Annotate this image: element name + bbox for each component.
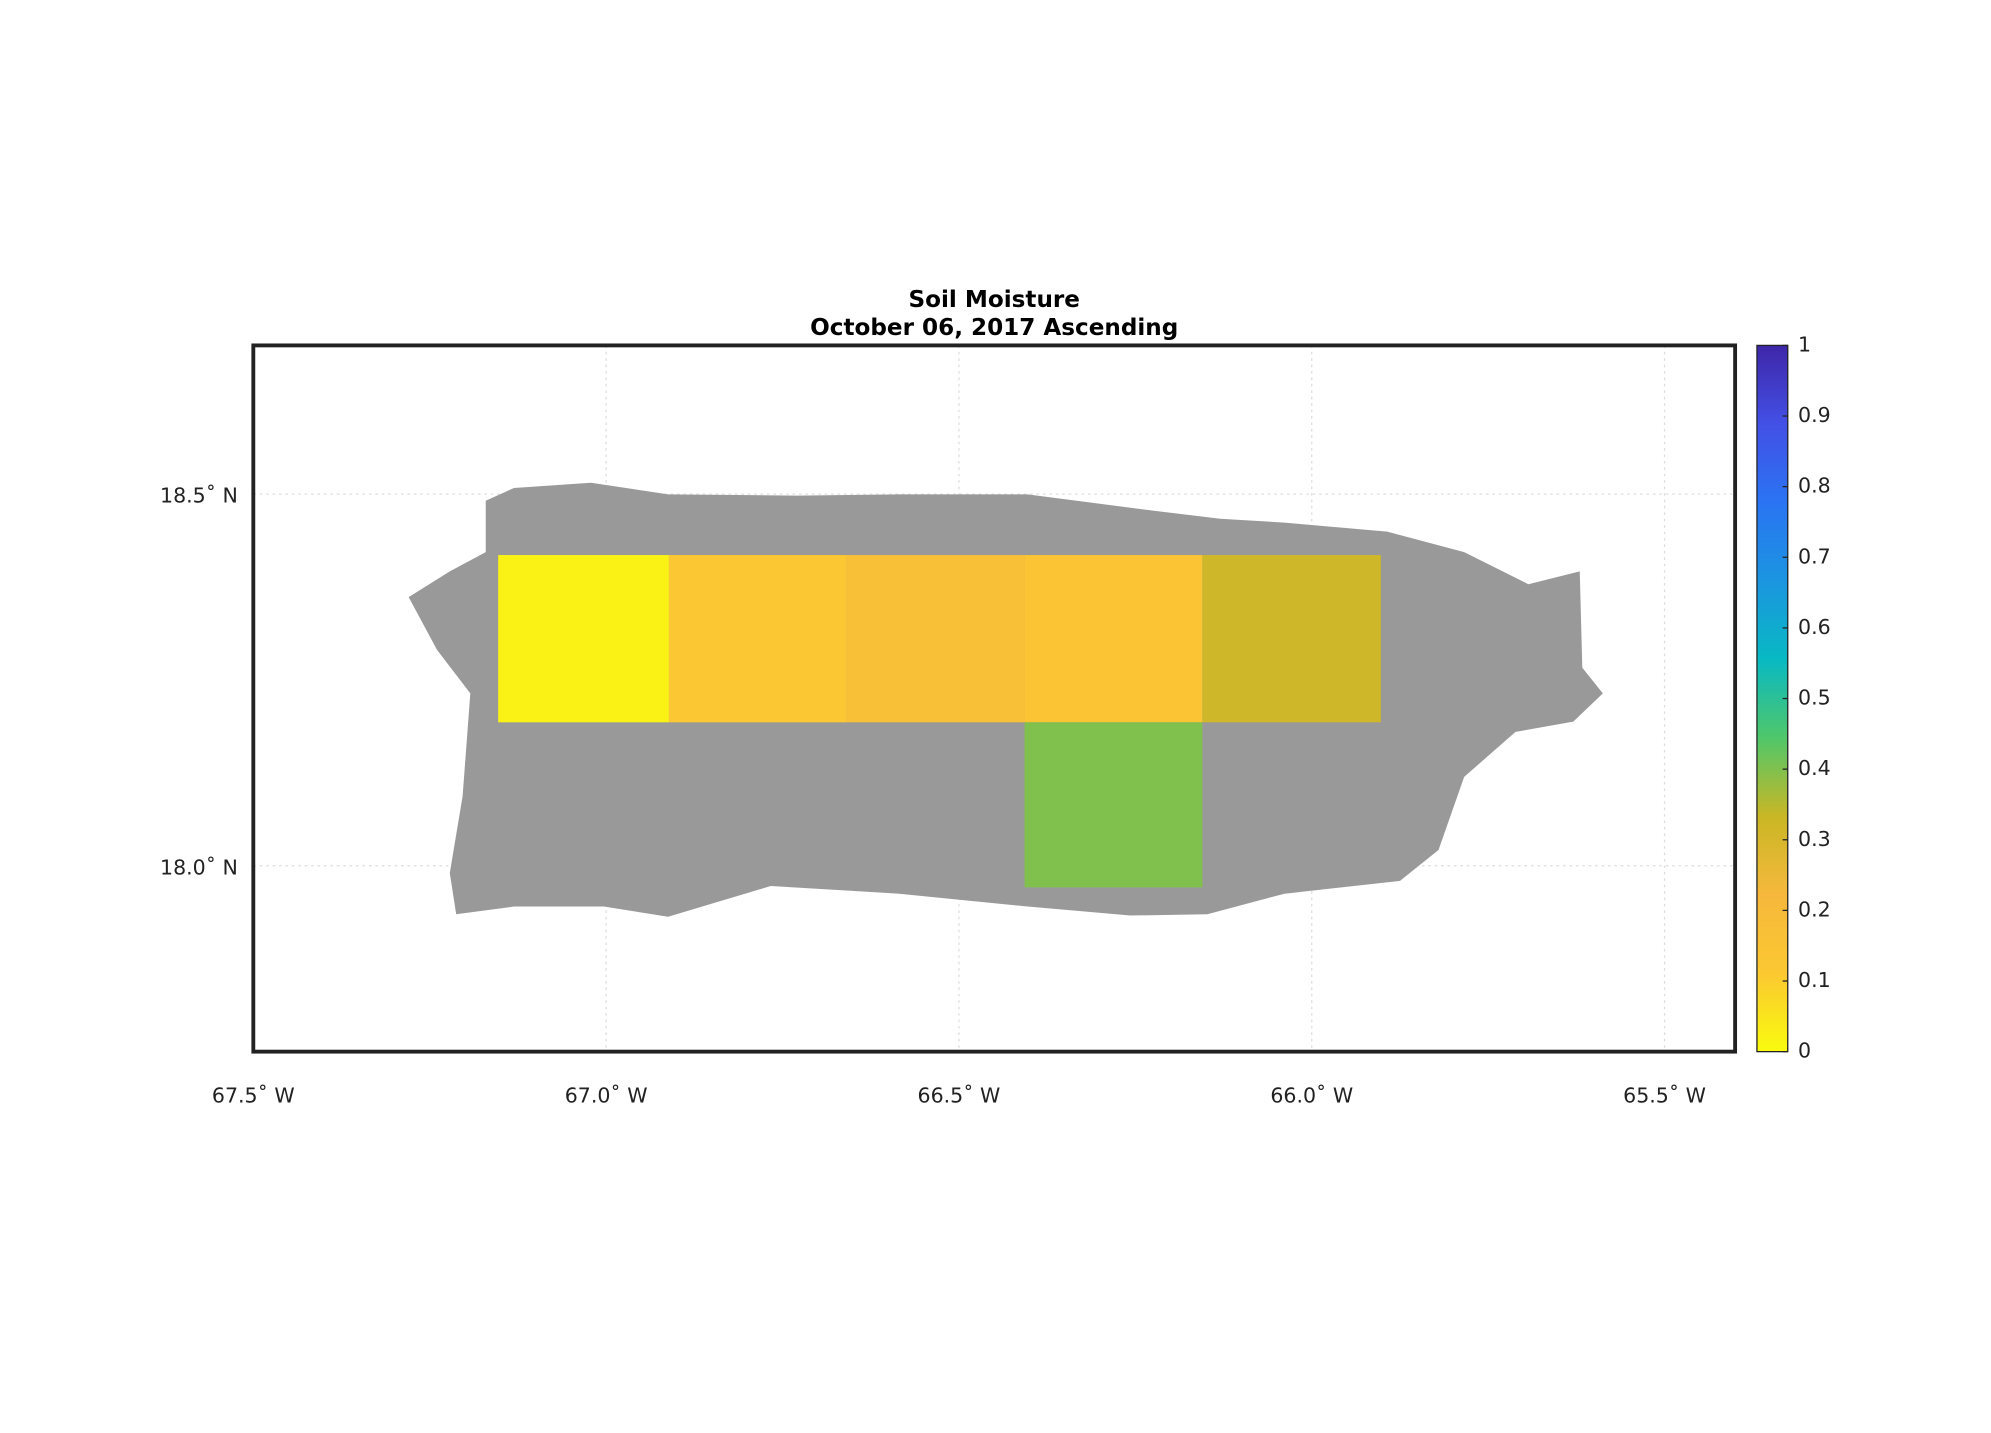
y-tick-label: 18.0˚ N (160, 855, 238, 879)
colorbar-tick-label: 0.3 (1798, 827, 1831, 851)
colorbar-tick-label: 0.5 (1798, 686, 1831, 710)
colorbar-tick-label: 0 (1798, 1039, 1811, 1063)
x-tick-label: 66.0˚ W (1270, 1084, 1353, 1108)
grid-cell (1202, 555, 1381, 723)
grid-cell (1024, 722, 1203, 888)
grid-cell (498, 555, 669, 723)
x-tick-label: 67.5˚ W (212, 1084, 295, 1108)
grid-cell (846, 555, 1025, 723)
colorbar-tick-label: 0.8 (1798, 474, 1831, 498)
colorbar-tick-label: 0.4 (1798, 756, 1831, 780)
x-tick-label: 66.5˚ W (918, 1084, 1001, 1108)
x-tick-label: 67.0˚ W (565, 1084, 648, 1108)
y-tick-label: 18.5˚ N (160, 484, 238, 508)
chart-subtitle: October 06, 2017 Ascending (810, 315, 1178, 341)
colorbar-tick-label: 1 (1798, 332, 1811, 356)
colorbar-tick-label: 0.9 (1798, 403, 1831, 427)
grid-cell (668, 555, 847, 723)
x-tick-label: 65.5˚ W (1623, 1084, 1706, 1108)
colorbar-tick-label: 0.1 (1798, 968, 1831, 992)
colorbar-tick-label: 0.7 (1798, 544, 1831, 568)
plot-frame (251, 343, 1738, 1054)
grid-cell (1024, 555, 1203, 723)
chart-title: Soil Moisture (908, 287, 1080, 313)
colorbar-tick-label: 0.2 (1798, 897, 1831, 921)
colorbar-tick-label: 0.6 (1798, 615, 1831, 639)
